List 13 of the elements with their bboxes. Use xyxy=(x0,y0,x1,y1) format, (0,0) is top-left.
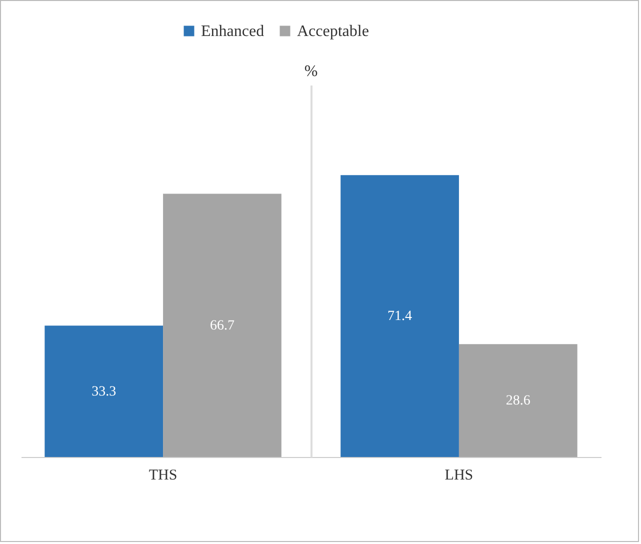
bar xyxy=(163,194,282,457)
x-tick-label: THS xyxy=(148,468,178,484)
data-label: 66.7 xyxy=(210,318,234,334)
bar xyxy=(340,175,459,457)
legend-label: Enhanced xyxy=(201,23,264,40)
text: % xyxy=(304,63,318,80)
x-tick-label: LHS xyxy=(444,468,474,484)
data-label: 28.6 xyxy=(506,394,530,409)
data-label: 71.4 xyxy=(388,309,412,324)
bar xyxy=(458,344,578,457)
bar xyxy=(44,326,164,457)
legend-label: Acceptable xyxy=(297,23,369,40)
data-label: 33.3 xyxy=(92,384,116,400)
